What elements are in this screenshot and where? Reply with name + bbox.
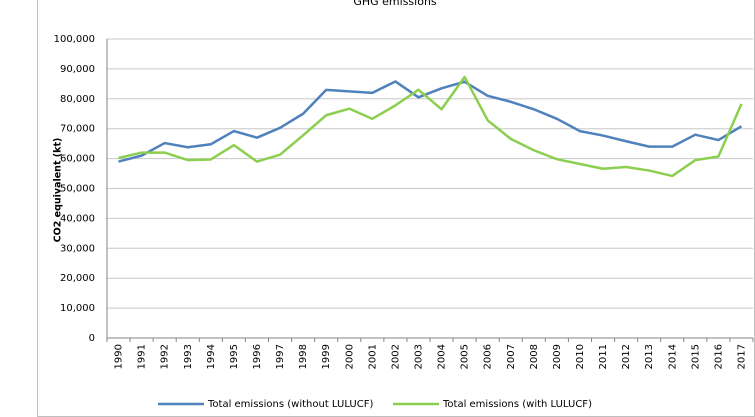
x-tick-label: 2017 <box>736 344 747 369</box>
x-tick-label: 1998 <box>298 344 309 369</box>
y-tick-label: 10,000 <box>60 303 95 314</box>
chart-title: GHG emissions <box>353 0 437 8</box>
y-tick-label: 60,000 <box>60 154 95 165</box>
y-tick-label: 0 <box>89 333 95 344</box>
x-tick-label: 1991 <box>137 344 148 369</box>
x-tick-label: 1997 <box>275 344 286 369</box>
x-tick-label: 2002 <box>390 344 401 369</box>
x-tick-label: 2006 <box>483 344 494 369</box>
x-tick-label: 1990 <box>114 344 125 369</box>
y-tick-label: 100,000 <box>54 34 95 45</box>
series-line <box>118 75 743 178</box>
x-tick-label: 2009 <box>552 344 563 369</box>
x-tick-label: 2007 <box>506 344 517 369</box>
y-tick-label: 80,000 <box>60 94 95 105</box>
x-tick-label: 2014 <box>667 344 678 369</box>
x-tick-label: 2016 <box>713 344 724 369</box>
x-tick-label: 2008 <box>529 344 540 369</box>
x-tick-label: 2015 <box>690 344 701 369</box>
y-tick-label: 40,000 <box>60 213 95 224</box>
x-tick-label: 2010 <box>575 344 586 369</box>
x-tick-label: 1995 <box>229 344 240 369</box>
x-tick-label: 2000 <box>344 344 355 369</box>
x-tick-label: 1996 <box>252 344 263 369</box>
x-tick-label: 2012 <box>621 344 632 369</box>
y-tick-label: 30,000 <box>60 243 95 254</box>
x-tick-label: 2004 <box>437 344 448 369</box>
y-axis-label: CO2 equivalent (kt) <box>53 138 64 243</box>
x-tick-label: 1992 <box>160 344 171 369</box>
y-tick-label: 50,000 <box>60 184 95 195</box>
x-tick-label: 1994 <box>206 344 217 369</box>
x-tick-label: 2005 <box>460 344 471 369</box>
x-tick-label: 1993 <box>183 344 194 369</box>
legend-label: Total emissions (without LULUCF) <box>207 399 373 410</box>
legend-label: Total emissions (with LULUCF) <box>442 399 592 410</box>
x-tick-label: 2013 <box>644 344 655 369</box>
y-tick-label: 20,000 <box>60 273 95 284</box>
x-tick-label: 2011 <box>598 344 609 369</box>
x-tick-label: 2001 <box>367 344 378 369</box>
x-tick-label: 1999 <box>321 344 332 369</box>
chart-frame <box>37 0 755 417</box>
series-line <box>118 80 743 163</box>
x-tick-label: 2003 <box>413 344 424 369</box>
y-tick-label: 90,000 <box>60 64 95 75</box>
y-tick-label: 70,000 <box>60 124 95 135</box>
